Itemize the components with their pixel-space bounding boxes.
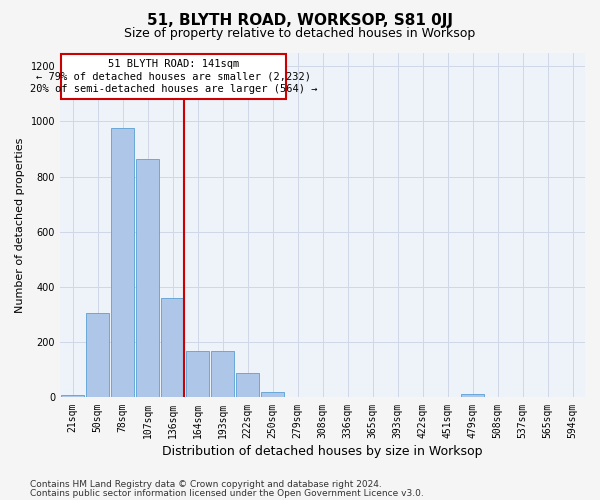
Bar (86, 314, 109, 398)
Text: Contains HM Land Registry data © Crown copyright and database right 2024.: Contains HM Land Registry data © Crown c… (30, 480, 382, 489)
Text: 51 BLYTH ROAD: 141sqm: 51 BLYTH ROAD: 141sqm (108, 58, 239, 68)
Bar (61, 394, 85, 398)
Text: Contains public sector information licensed under the Open Government Licence v3: Contains public sector information licen… (30, 488, 424, 498)
Text: ← 79% of detached houses are smaller (2,232): ← 79% of detached houses are smaller (2,… (36, 71, 311, 81)
Text: Size of property relative to detached houses in Worksop: Size of property relative to detached ho… (124, 28, 476, 40)
Bar (110, 128, 134, 398)
Y-axis label: Number of detached properties: Number of detached properties (15, 138, 25, 312)
Text: 51, BLYTH ROAD, WORKSOP, S81 0JJ: 51, BLYTH ROAD, WORKSOP, S81 0JJ (147, 12, 453, 28)
Bar (260, 392, 284, 398)
Bar (211, 350, 235, 398)
Bar (61, 54, 286, 98)
X-axis label: Distribution of detached houses by size in Worksop: Distribution of detached houses by size … (162, 444, 483, 458)
Bar (236, 372, 259, 398)
Bar (461, 394, 484, 398)
Bar (185, 350, 209, 398)
Bar (286, 396, 310, 398)
Bar (161, 298, 184, 398)
Bar (136, 158, 160, 398)
Text: 20% of semi-detached houses are larger (564) →: 20% of semi-detached houses are larger (… (30, 84, 317, 94)
